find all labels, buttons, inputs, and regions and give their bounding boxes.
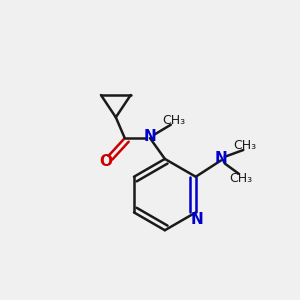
Text: N: N [191, 212, 204, 227]
Text: N: N [144, 129, 156, 144]
Text: CH₃: CH₃ [233, 139, 256, 152]
Text: N: N [214, 152, 227, 166]
Text: O: O [99, 154, 112, 169]
Text: CH₃: CH₃ [229, 172, 252, 185]
Text: CH₃: CH₃ [162, 114, 185, 127]
